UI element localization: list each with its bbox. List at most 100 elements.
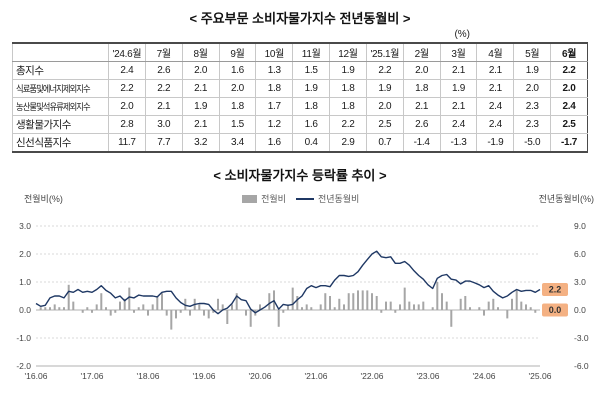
table-cell: 1.7 xyxy=(255,97,294,116)
mom-bar xyxy=(389,301,392,310)
mom-bar xyxy=(520,301,523,310)
x-axis-tick: '24.06 xyxy=(473,371,496,381)
column-header: 6월 xyxy=(550,42,588,62)
table-cell: 7.7 xyxy=(144,133,183,153)
table-cell: 1.8 xyxy=(402,79,441,98)
mom-bar xyxy=(119,301,121,310)
chart-section-title: < 소비자물가지수 등락률 추이 > xyxy=(213,168,387,183)
table-cell: 2.0 xyxy=(181,61,220,80)
mom-bar xyxy=(371,293,373,310)
table-cell: 1.5 xyxy=(292,61,331,80)
mom-bar xyxy=(133,310,135,313)
table-cell: 2.9 xyxy=(329,133,367,153)
table-cell: 2.1 xyxy=(181,115,220,134)
x-axis-tick: '16.06 xyxy=(25,371,48,381)
table-row: 농산물및석유류제외지수 2.0 2.1 1.9 1.8 1.7 1.8 1.8 2.0 2.1 2.… xyxy=(12,97,588,116)
column-header: 10월 xyxy=(255,42,294,62)
mom-bar xyxy=(58,307,61,310)
x-axis-tick: '22.06 xyxy=(361,371,384,381)
mom-bar xyxy=(67,284,70,310)
x-axis-tick: '18.06 xyxy=(137,371,160,381)
mom-bar xyxy=(394,310,397,313)
table-cell: 1.2 xyxy=(255,115,294,134)
table-cell: 1.6 xyxy=(218,61,257,80)
table-cell: 0.7 xyxy=(365,133,404,153)
table-cell: 2.1 xyxy=(439,97,478,116)
mom-bar xyxy=(49,307,51,310)
mom-bar xyxy=(53,304,56,310)
mom-bar xyxy=(436,282,439,310)
table-cell: 1.9 xyxy=(365,79,404,98)
table-cell: 2.2 xyxy=(550,61,588,80)
mom-bar xyxy=(128,287,131,310)
mom-bar xyxy=(95,304,98,310)
table-cell: 2.8 xyxy=(108,115,146,134)
table-cell: 1.8 xyxy=(329,97,367,116)
table-cell: 1.8 xyxy=(329,79,367,98)
cpi-table-body: 총지수 2.4 2.6 2.0 1.6 1.3 1.5 1.9 2.2 2.0 2.1 2.1 1.9 2… xyxy=(12,61,588,153)
mom-bar xyxy=(343,304,345,310)
column-header: 12월 xyxy=(329,42,367,62)
table-cell: 11.7 xyxy=(108,133,146,153)
table-cell: 2.1 xyxy=(402,97,441,116)
table-cell: -1.9 xyxy=(476,133,515,153)
mom-bar xyxy=(231,304,233,310)
mom-bar xyxy=(81,310,84,313)
mom-bar xyxy=(137,307,140,310)
mom-bar xyxy=(399,304,401,310)
mom-bar xyxy=(375,296,378,310)
row-label: 생활물가지수 xyxy=(12,115,109,134)
column-header: '25.1월 xyxy=(365,42,404,62)
mom-bar xyxy=(63,307,65,310)
table-cell: 2.0 xyxy=(550,79,588,98)
mom-bar xyxy=(515,290,518,310)
table-cell: 3.4 xyxy=(218,133,257,153)
mom-bar xyxy=(333,307,336,310)
x-axis-tick: '23.06 xyxy=(417,371,440,381)
table-cell: 1.9 xyxy=(329,61,367,80)
mom-bar xyxy=(529,307,532,310)
mom-bar xyxy=(422,301,425,310)
right-axis-tick: -6.0 xyxy=(574,361,589,371)
right-axis-tick: 6.0 xyxy=(574,249,586,259)
table-cell: -1.7 xyxy=(550,133,588,153)
table-cell: 2.2 xyxy=(108,79,146,98)
mom-bar xyxy=(86,307,89,310)
table-cell: 2.4 xyxy=(476,115,515,134)
mom-bar xyxy=(511,298,513,310)
table-corner-cell xyxy=(12,42,109,62)
mom-bar xyxy=(478,307,481,310)
column-header: 7월 xyxy=(144,42,183,62)
legend-line-swatch xyxy=(295,197,314,200)
row-label: 총지수 xyxy=(12,61,109,80)
table-cell: 2.3 xyxy=(513,115,552,134)
table-cell: 2.5 xyxy=(550,115,588,134)
mom-bar xyxy=(464,296,467,310)
table-unit-label: (%) xyxy=(454,29,470,40)
mom-bar xyxy=(380,310,383,313)
right-axis-unit-label: 전년동월비(%) xyxy=(538,194,594,204)
table-cell: 1.9 xyxy=(513,61,552,80)
table-cell: 2.1 xyxy=(476,79,515,98)
table-cell: 2.4 xyxy=(476,97,515,116)
legend-label: 전년동월비 xyxy=(317,194,360,204)
table-cell: -1.4 xyxy=(402,133,441,153)
mom-bar xyxy=(235,293,238,310)
table-cell: 2.2 xyxy=(144,79,183,98)
right-axis-tick: 0.0 xyxy=(574,305,586,315)
table-cell: 2.1 xyxy=(439,61,478,80)
mom-bar xyxy=(184,298,187,310)
mom-bar xyxy=(226,310,229,324)
table-cell: 2.6 xyxy=(144,61,183,80)
table-cell: 1.9 xyxy=(292,79,331,98)
mom-bar xyxy=(338,298,341,310)
left-axis-tick: 1.0 xyxy=(19,277,31,287)
mom-bar xyxy=(459,298,462,310)
mom-bar xyxy=(357,290,359,310)
mom-bar xyxy=(287,304,289,310)
mom-bar xyxy=(165,310,168,316)
mom-bar xyxy=(534,310,537,313)
table-cell: 2.0 xyxy=(513,79,552,98)
mom-bar xyxy=(352,293,355,310)
table-cell: 1.6 xyxy=(292,115,331,134)
